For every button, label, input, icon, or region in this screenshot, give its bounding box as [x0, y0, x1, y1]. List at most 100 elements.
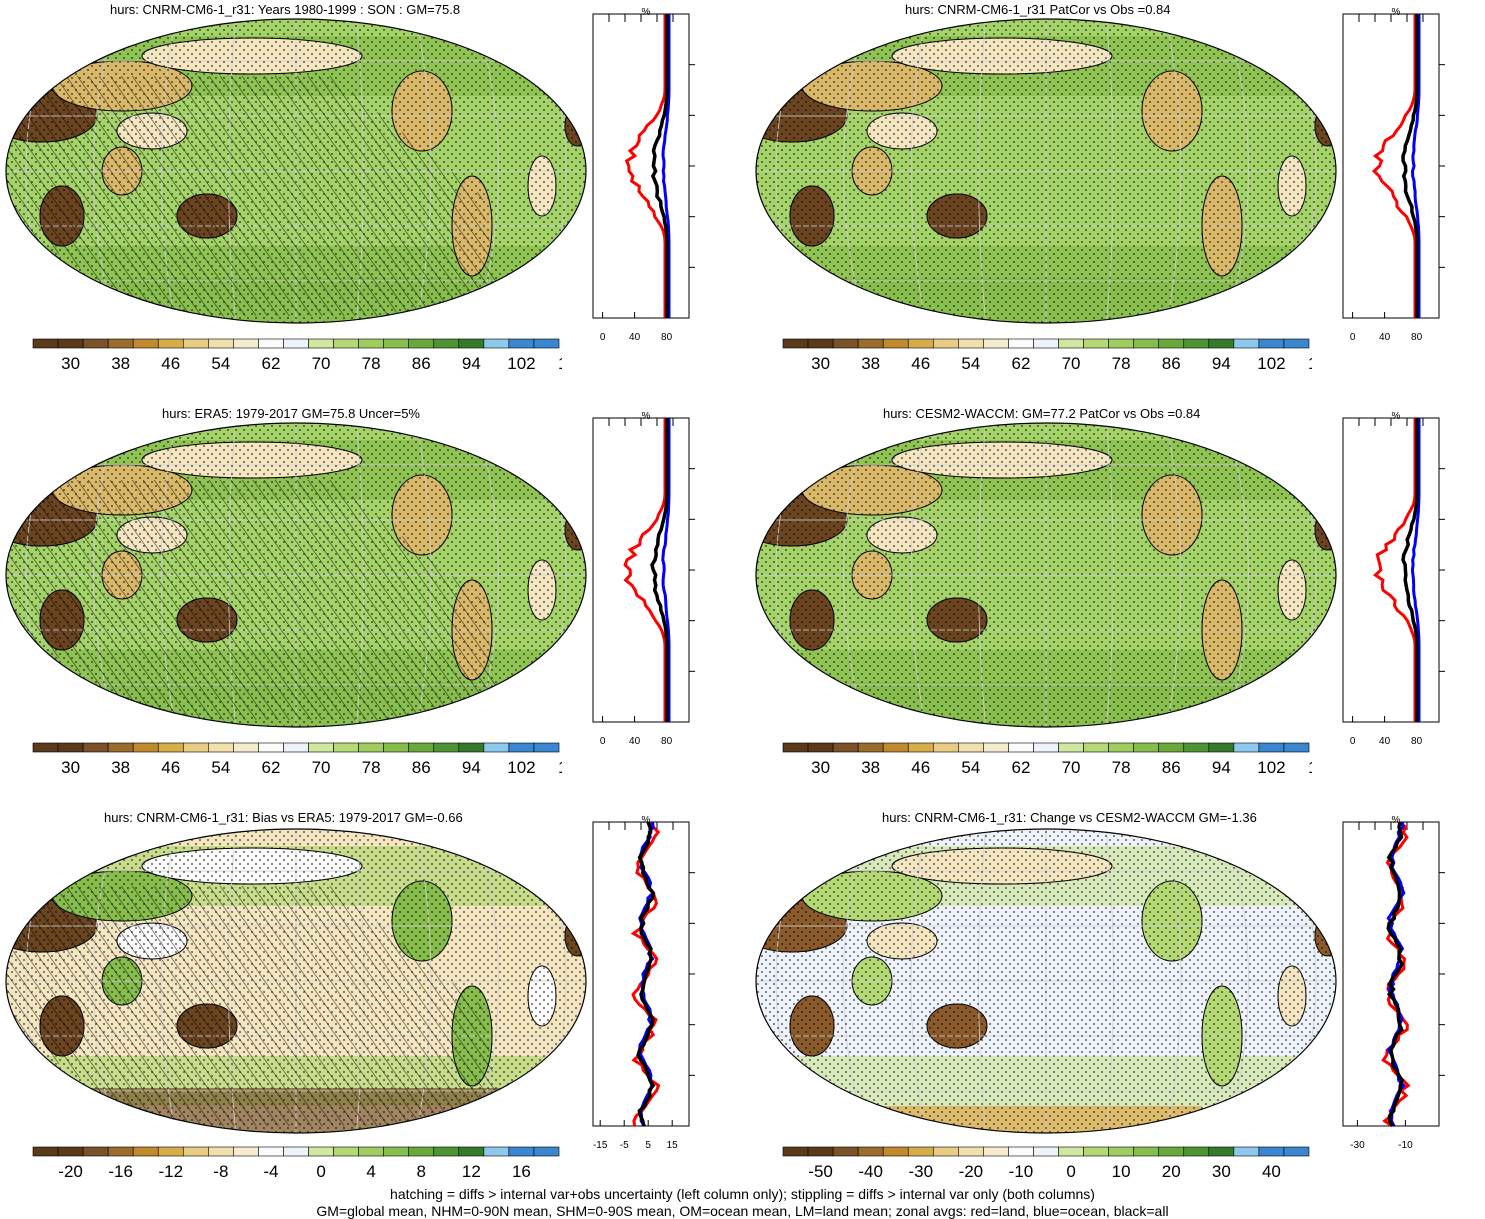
profile-units: % [1392, 7, 1401, 18]
colorbar-tick-label: 40 [1262, 1162, 1281, 1181]
map-panel-5 [5, 828, 587, 1134]
colorbar-swatch [1058, 338, 1084, 349]
colorbar-swatch [782, 338, 809, 349]
x-tick-label: -5 [620, 1140, 629, 1151]
colorbar-swatch [1208, 742, 1235, 753]
colorbar-4: 30 38 46 54 62 70 78 86 94 102 110 [782, 742, 1312, 777]
colorbar-swatch [333, 1146, 359, 1157]
colorbar-tick-label: -8 [213, 1162, 228, 1181]
colorbar-swatch [358, 338, 384, 349]
x-tick-label: 40 [1379, 736, 1391, 747]
colorbar-swatch [57, 338, 84, 349]
panel-title-5: hurs: CNRM-CM6-1_r31: Bias vs ERA5: 1979… [104, 810, 463, 825]
colorbar-swatch [983, 1146, 1009, 1157]
colorbar-swatch [308, 742, 334, 753]
colorbar-swatch [782, 742, 809, 753]
colorbar-tick-label: 102 [1257, 354, 1285, 373]
colorbar-tick-label: 46 [911, 758, 930, 777]
colorbar-swatch [1083, 338, 1109, 349]
colorbar-swatch [383, 1146, 410, 1157]
colorbar-swatch [32, 338, 59, 349]
colorbar-swatch [132, 742, 159, 753]
x-tick-label: 0 [1350, 332, 1356, 343]
colorbar-tick-label: 70 [312, 354, 331, 373]
colorbar-swatch [107, 338, 134, 349]
colorbar-swatch [283, 338, 309, 349]
colorbar-tick-label: 62 [1011, 354, 1030, 373]
zonal-curve-ocean [661, 418, 671, 722]
colorbar-tick-label: 38 [111, 758, 130, 777]
colorbar-swatch [358, 1146, 384, 1157]
x-tick-label: -30 [1350, 1140, 1365, 1151]
colorbar-tick-label: 30 [811, 354, 830, 373]
colorbar-tick-label: 78 [1112, 354, 1131, 373]
colorbar-tick-label: 54 [961, 354, 980, 373]
map-field [6, 829, 586, 1133]
colorbar-swatch [1208, 338, 1235, 349]
colorbar-swatch [782, 1146, 809, 1157]
colorbar-tick-label: 62 [261, 758, 280, 777]
colorbar-tick-label: -12 [158, 1162, 183, 1181]
x-tick-label: -15 [593, 1140, 608, 1151]
zonal-curve-all [636, 821, 656, 1127]
hatching [6, 480, 502, 720]
colorbar-swatch [107, 1146, 134, 1157]
colorbar-swatch [1108, 338, 1134, 349]
hatching [6, 886, 502, 1126]
colorbar-tick-label: 78 [362, 354, 381, 373]
colorbar-swatch [882, 338, 909, 349]
zonal-profile-1: %60N30N030S60S04080 [592, 7, 695, 343]
profile-frame [592, 417, 690, 723]
colorbar-swatch [907, 338, 934, 349]
colorbar-swatch [408, 1146, 435, 1157]
map-outline [5, 422, 587, 728]
colorbar-tick-label: 94 [1212, 354, 1231, 373]
colorbar-swatch [258, 1146, 284, 1157]
colorbar-swatch [157, 742, 184, 753]
colorbar-tick-label: -50 [808, 1162, 833, 1181]
colorbar-tick-label: 78 [362, 758, 381, 777]
colorbar-swatch [383, 742, 410, 753]
colorbar-swatch [32, 742, 59, 753]
colorbar-tick-label: 102 [507, 758, 535, 777]
colorbar-swatch [458, 742, 485, 753]
colorbar-tick-label: 30 [61, 758, 80, 777]
colorbar-tick-label: 30 [61, 354, 80, 373]
map-outline [755, 422, 1337, 728]
colorbar-tick-label: 86 [412, 758, 431, 777]
colorbar-swatch [258, 742, 284, 753]
colorbar-swatch [1133, 742, 1160, 753]
x-tick-label: 80 [661, 332, 673, 343]
colorbar-swatch [1058, 742, 1084, 753]
map-outline [755, 18, 1337, 324]
colorbar-5: -20-16-12-8-4048121620 [32, 1146, 560, 1181]
colorbar-swatch [233, 1146, 259, 1157]
colorbar-swatch [932, 1146, 959, 1157]
colorbar-swatch [1083, 742, 1109, 753]
zonal-profile-3: %60N30N030S60S04080 [592, 411, 695, 747]
colorbar-swatch [458, 1146, 485, 1157]
colorbar-tick-label: 20 [1162, 1162, 1181, 1181]
map-field [756, 829, 1336, 1133]
colorbar-swatch [1133, 1146, 1160, 1157]
colorbar-swatch [132, 1146, 159, 1157]
colorbar-swatch [1233, 742, 1260, 753]
colorbar-swatch [82, 742, 109, 753]
colorbar-tick-label: 62 [1011, 758, 1030, 777]
colorbar-swatch [333, 338, 359, 349]
colorbar-tick-label: 16 [512, 1162, 531, 1181]
colorbar-swatch [1258, 742, 1285, 753]
colorbar-tick-label: 102 [1257, 758, 1285, 777]
map-outline [5, 18, 587, 324]
colorbar-tick-label: 54 [211, 354, 230, 373]
colorbar-swatch [1158, 742, 1185, 753]
colorbar-swatch [832, 338, 859, 349]
colorbar-swatch [1108, 1146, 1134, 1157]
colorbar-swatch [233, 338, 259, 349]
colorbar-tick-label: -16 [108, 1162, 133, 1181]
x-tick-label: 15 [667, 1140, 679, 1151]
panel-title-4: hurs: CESM2-WACCM: GM=77.2 PatCor vs Obs… [883, 406, 1201, 421]
footer-note-1: hatching = diffs > internal var+obs unce… [390, 1186, 1095, 1202]
colorbar-swatch [308, 1146, 334, 1157]
colorbar-swatch [983, 742, 1009, 753]
